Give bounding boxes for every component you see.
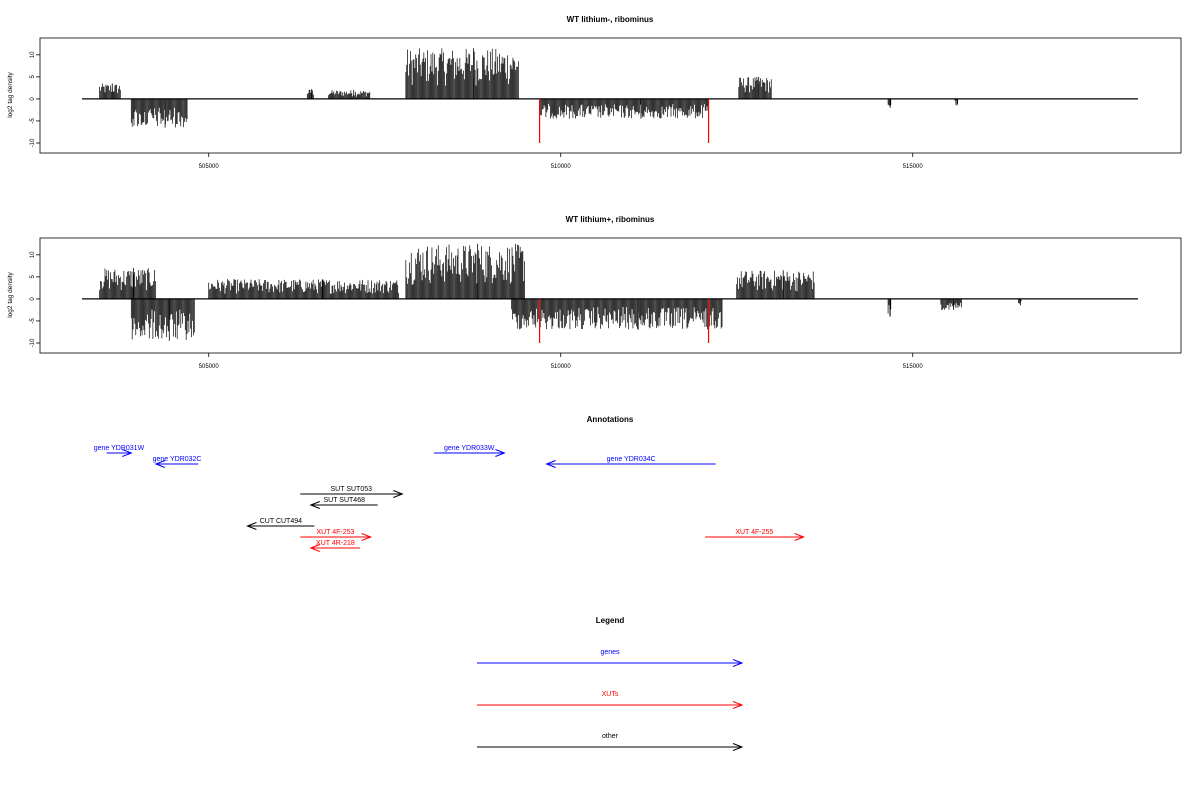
annotation-feature: XUT 4R-218 (309, 540, 361, 552)
tag-density-bars (82, 243, 1138, 343)
legend-label: genes (600, 649, 620, 656)
y-axis-label: log2 tag density (7, 71, 14, 117)
annotation-feature: CUT CUT494 (246, 518, 315, 530)
legend-item-xuts: XUTs (477, 691, 744, 709)
track-panel-lithium-plus: WT lithium+, ribominus log2 tag density … (7, 215, 1182, 370)
feature-arrow-head (309, 544, 320, 552)
annotation-features: gene YDR031W gene YDR032C gene YDR033W gene… (94, 445, 805, 552)
legend-item-other: other (477, 733, 744, 751)
legend-label: XUTs (602, 691, 619, 698)
y-tick-label: -5 (30, 118, 36, 124)
annotations-title: Annotations (587, 415, 634, 424)
legend-arrow-head (732, 743, 744, 751)
track-panel-lithium-minus: WT lithium-, ribominus log2 tag density … (7, 15, 1182, 170)
feature-arrow-head (794, 533, 805, 541)
legend-arrow-head (732, 659, 744, 667)
panel-title: WT lithium-, ribominus (567, 15, 654, 24)
x-tick-label: 505000 (199, 164, 220, 170)
plot-frame (39, 37, 1182, 154)
annotation-feature: XUT 4F-253 (300, 529, 373, 541)
feature-arrow-head (246, 522, 257, 530)
axes: -10 -5 0 5 10 505000 510000 515000 (30, 251, 923, 370)
feature-label: gene YDR031W (94, 445, 145, 452)
feature-arrow-head (545, 460, 556, 468)
x-tick-label: 505000 (199, 364, 220, 370)
feature-arrow-head (154, 460, 166, 468)
feature-label: gene YDR034C (607, 456, 656, 463)
annotation-feature: SUT SUT053 (300, 486, 404, 498)
y-axis-label: log2 tag density (7, 271, 14, 317)
tag-density-bars (82, 48, 1138, 143)
feature-arrow-head (393, 490, 404, 498)
annotation-feature: SUT SUT468 (309, 497, 378, 509)
y-tick-label: 10 (30, 51, 36, 58)
annotation-feature: gene YDR032C (153, 456, 202, 468)
feature-label: XUT 4F-253 (316, 529, 354, 536)
legend-arrow-head (732, 701, 744, 709)
feature-label: XUT 4F-255 (735, 529, 773, 536)
annotation-feature: gene YDR033W (434, 445, 506, 457)
x-tick-label: 510000 (551, 164, 572, 170)
y-tick-label: 10 (30, 251, 36, 258)
annotation-feature: gene YDR031W (94, 445, 145, 457)
axes: -10 -5 0 5 10 505000 510000 515000 (30, 51, 923, 170)
y-tick-label: 5 (30, 75, 36, 79)
legend-label: other (602, 733, 619, 740)
x-tick-label: 515000 (903, 364, 924, 370)
y-tick-label: 0 (30, 297, 36, 301)
feature-arrow-head (122, 449, 133, 457)
annotation-feature: gene YDR034C (545, 456, 716, 468)
y-tick-label: -5 (30, 318, 36, 324)
y-tick-label: 5 (30, 275, 36, 279)
x-tick-label: 515000 (903, 164, 924, 170)
feature-label: gene YDR032C (153, 456, 202, 463)
feature-arrow-head (361, 533, 373, 541)
feature-label: SUT SUT468 (323, 497, 365, 504)
feature-label: CUT CUT494 (260, 518, 302, 525)
feature-label: gene YDR033W (444, 445, 495, 452)
annotation-feature: XUT 4F-255 (705, 529, 805, 541)
feature-label: SUT SUT053 (331, 486, 373, 493)
legend-panel: Legend genes XUTs other (477, 616, 744, 751)
x-tick-label: 510000 (551, 364, 572, 370)
feature-label: XUT 4R-218 (316, 540, 355, 547)
legend-title: Legend (596, 616, 625, 625)
y-tick-label: 0 (30, 97, 36, 101)
feature-arrow-head (309, 501, 320, 509)
feature-arrow-head (495, 449, 506, 457)
y-tick-label: -10 (30, 338, 36, 347)
legend-item-genes: genes (477, 649, 744, 667)
y-tick-label: -10 (30, 138, 36, 147)
legend-items: genes XUTs other (477, 649, 744, 751)
panel-title: WT lithium+, ribominus (566, 215, 655, 224)
plot-frame (39, 237, 1182, 354)
